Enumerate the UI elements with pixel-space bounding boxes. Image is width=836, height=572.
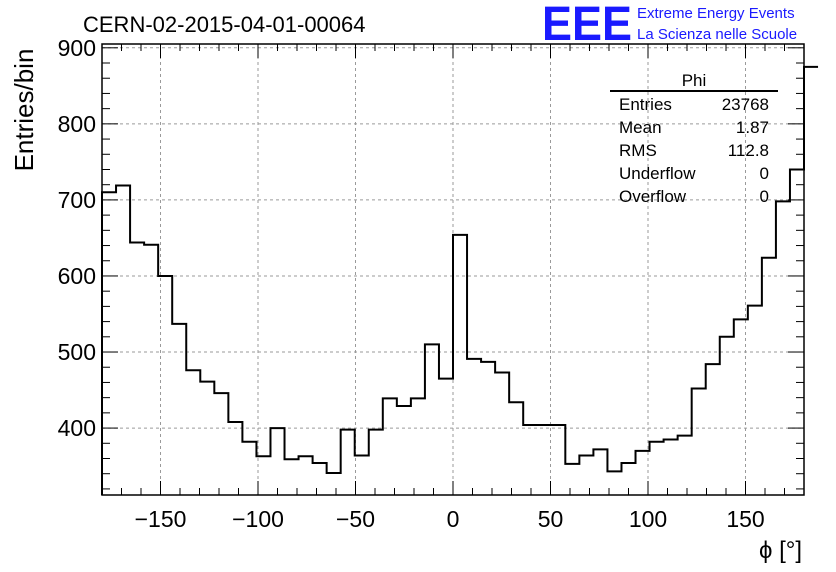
stats-value: 112.8 — [728, 141, 769, 160]
x-tick-label: −100 — [232, 506, 284, 532]
x-axis-label: ϕ [°] — [759, 537, 802, 564]
logo-line-2: La Scienza nelle Scuole — [637, 26, 797, 43]
x-tick-label: 150 — [726, 506, 764, 532]
y-tick-label: 900 — [58, 35, 96, 61]
chart-title: CERN-02-2015-04-01-00064 — [83, 12, 366, 37]
stats-value: 23768 — [722, 95, 769, 114]
stats-title: Phi — [682, 71, 707, 90]
stats-value: 0 — [760, 187, 769, 206]
plot-frame — [101, 43, 805, 496]
stats-rows: Entries 23768 Mean 1.87 RMS 112.8 Underflow 0 Ov… — [619, 95, 769, 206]
logo-line-1: Extreme Energy Events — [637, 5, 795, 22]
y-tick-label: 500 — [58, 339, 96, 365]
x-tick-label: 50 — [538, 506, 564, 532]
stats-value: 0 — [760, 164, 769, 183]
eee-logo: EEE Extreme Energy Events La Scienza nel… — [542, 0, 797, 51]
stats-label: RMS — [619, 141, 657, 160]
x-tick-label: −50 — [336, 506, 375, 532]
stats-label: Mean — [619, 118, 662, 137]
eee-logo-mark: EEE — [542, 0, 632, 51]
y-tick-label: 600 — [58, 263, 96, 289]
y-tick-label: 800 — [58, 111, 96, 137]
histogram-series — [101, 65, 819, 495]
stats-label: Entries — [619, 95, 672, 114]
axis-ticks — [102, 44, 805, 495]
y-axis-label: Entries/bin — [9, 49, 39, 172]
x-tick-labels: −150 −100 −50 0 50 100 150 — [135, 506, 765, 532]
y-tick-label: 400 — [58, 415, 96, 441]
x-tick-label: 0 — [447, 506, 460, 532]
stats-box: Phi Entries 23768 Mean 1.87 RMS 112.8 Underflo… — [610, 71, 778, 206]
x-tick-label: 100 — [629, 506, 667, 532]
x-tick-label: −150 — [135, 506, 187, 532]
y-tick-label: 700 — [58, 187, 96, 213]
stats-label: Underflow — [619, 164, 696, 183]
stats-value: 1.87 — [736, 118, 769, 137]
stats-label: Overflow — [619, 187, 687, 206]
y-tick-labels: 400 500 600 700 800 900 — [58, 35, 96, 441]
